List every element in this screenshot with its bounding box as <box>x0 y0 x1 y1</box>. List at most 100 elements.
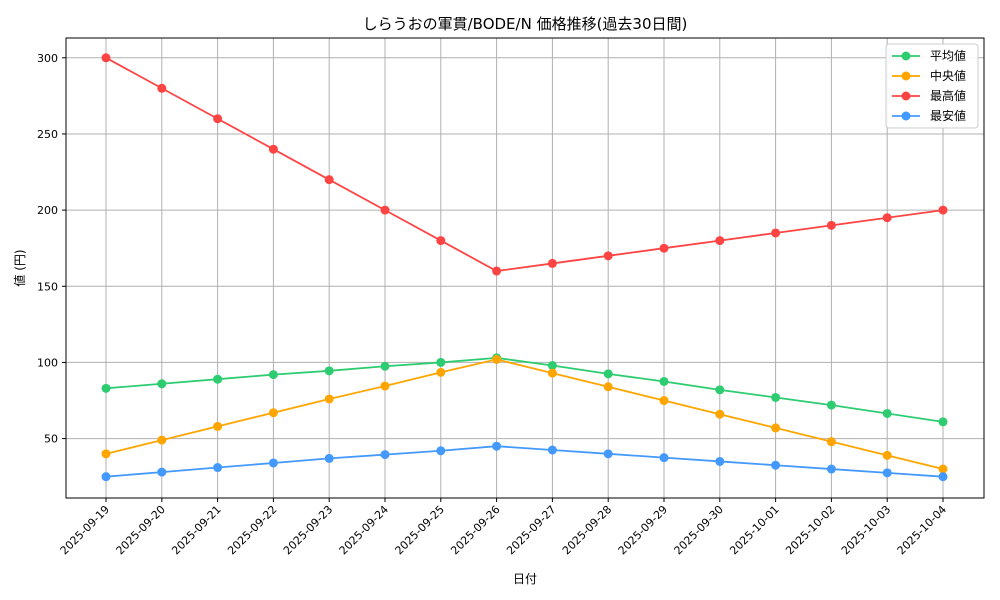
data-point <box>882 213 892 223</box>
data-point <box>380 205 390 215</box>
x-tick-label: 2025-09-23 <box>281 503 335 557</box>
data-point <box>213 463 223 473</box>
y-axis-label: 値 (円) <box>12 249 27 286</box>
data-point <box>157 379 167 389</box>
data-point <box>268 144 278 154</box>
data-point <box>324 366 334 376</box>
data-point <box>324 175 334 185</box>
data-point <box>826 464 836 474</box>
data-point <box>547 445 557 455</box>
x-tick-label: 2025-09-19 <box>58 503 112 557</box>
data-point <box>157 435 167 445</box>
series-line <box>105 356 944 423</box>
data-point <box>380 381 390 391</box>
data-point <box>882 468 892 478</box>
data-point <box>715 385 725 395</box>
data-point <box>436 357 446 367</box>
data-point <box>492 354 502 364</box>
data-point <box>436 236 446 246</box>
data-point <box>882 450 892 460</box>
data-point <box>715 236 725 246</box>
data-point <box>101 472 111 482</box>
data-point <box>603 382 613 392</box>
y-tick-label: 100 <box>37 356 58 369</box>
data-point <box>603 449 613 459</box>
data-point <box>157 467 167 477</box>
data-point <box>659 453 669 463</box>
x-tick-label: 2025-10-02 <box>783 503 837 557</box>
data-point <box>324 394 334 404</box>
series-line <box>105 57 944 272</box>
x-tick-label: 2025-09-22 <box>225 503 279 557</box>
x-tick-label: 2025-09-26 <box>448 503 502 557</box>
legend-box <box>885 43 979 129</box>
data-point <box>547 258 557 268</box>
data-point <box>771 228 781 238</box>
data-point <box>771 392 781 402</box>
x-tick-label: 2025-09-21 <box>169 503 223 557</box>
data-point <box>659 376 669 386</box>
series-平均値 <box>101 353 948 427</box>
plot-frame <box>65 37 985 499</box>
data-point <box>826 220 836 230</box>
legend-marker <box>901 71 911 81</box>
data-point <box>826 437 836 447</box>
chart-title: しらうおの軍貫/BODE/N 価格推移(過去30日間) <box>363 15 688 33</box>
x-tick-label: 2025-10-01 <box>727 503 781 557</box>
y-tick-label: 200 <box>37 204 58 217</box>
data-point <box>826 400 836 410</box>
data-point <box>492 441 502 451</box>
x-tick-label: 2025-09-20 <box>114 503 168 557</box>
x-tick-label: 2025-10-03 <box>839 503 893 557</box>
data-point <box>938 472 948 482</box>
data-point <box>436 367 446 377</box>
data-point <box>101 449 111 459</box>
x-tick-label: 2025-09-25 <box>393 503 447 557</box>
data-point <box>882 408 892 418</box>
data-point <box>268 408 278 418</box>
legend-label: 最安値 <box>930 108 966 123</box>
series-最高値 <box>101 53 948 276</box>
data-point <box>938 205 948 215</box>
data-point <box>492 266 502 276</box>
y-tick-label: 50 <box>44 433 58 446</box>
data-point <box>547 360 557 370</box>
data-point <box>771 423 781 433</box>
data-point <box>324 453 334 463</box>
y-tick-label: 300 <box>37 52 58 65</box>
data-point <box>268 370 278 380</box>
data-point <box>101 53 111 63</box>
data-point <box>547 368 557 378</box>
x-axis-label: 日付 <box>513 572 537 586</box>
legend-marker <box>901 51 911 61</box>
legend-marker <box>901 91 911 101</box>
data-point <box>603 251 613 261</box>
data-point <box>101 383 111 393</box>
data-point <box>715 456 725 466</box>
x-tick-label: 2025-09-30 <box>672 503 726 557</box>
data-point <box>213 421 223 431</box>
data-point <box>157 83 167 93</box>
legend-label: 最高値 <box>930 88 966 103</box>
y-tick-label: 250 <box>37 128 58 141</box>
data-point <box>715 409 725 419</box>
data-point <box>213 114 223 124</box>
x-tick-label: 2025-09-24 <box>337 503 391 557</box>
data-point <box>603 369 613 379</box>
x-tick-label: 2025-09-28 <box>560 503 614 557</box>
data-point <box>268 458 278 468</box>
data-point <box>213 374 223 384</box>
x-tick-label: 2025-09-27 <box>504 503 558 557</box>
data-point <box>380 361 390 371</box>
legend-marker <box>901 111 911 121</box>
x-tick-label: 2025-09-29 <box>616 503 670 557</box>
data-point <box>659 396 669 406</box>
data-point <box>771 460 781 470</box>
series-line <box>105 445 944 478</box>
data-point <box>380 450 390 460</box>
data-point <box>938 464 948 474</box>
series-最安値 <box>101 441 948 482</box>
series-中央値 <box>101 354 948 474</box>
